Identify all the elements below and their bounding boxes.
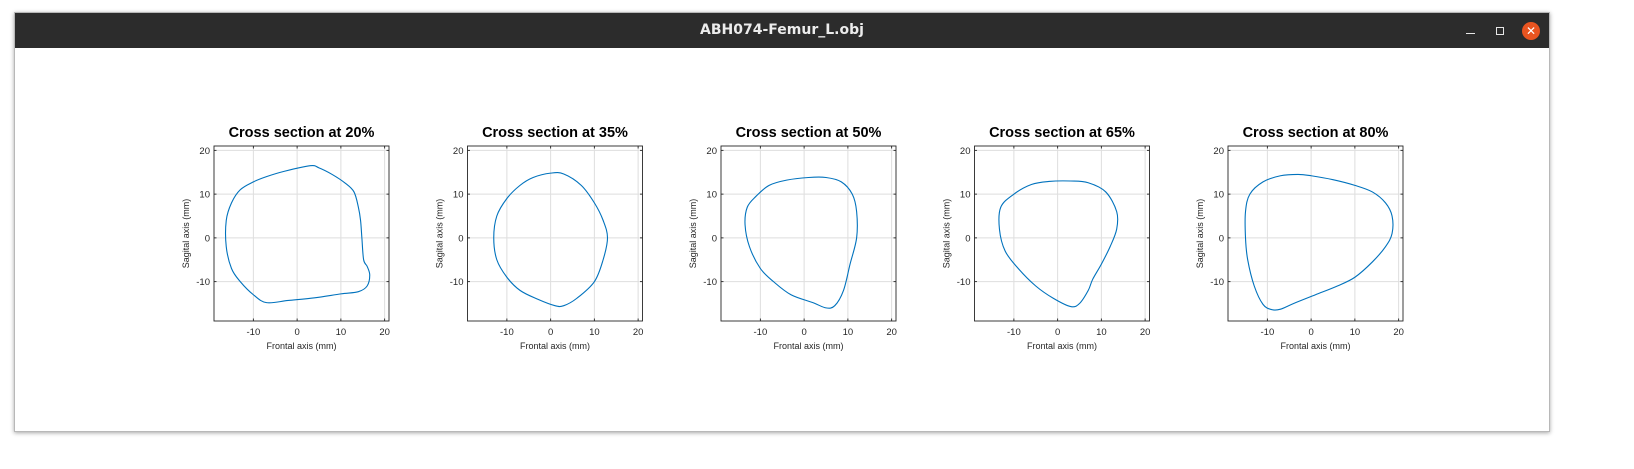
close-icon: ✕	[1522, 21, 1540, 40]
x-tick-label: 20	[633, 327, 644, 338]
x-tick-label: 20	[1393, 327, 1404, 338]
app-window: ABH074-Femur_L.obj ✕ Cross section at 20…	[14, 12, 1550, 432]
x-tick-label: -10	[1261, 327, 1275, 338]
x-axis-label: Frontal axis (mm)	[520, 341, 590, 351]
y-tick-label: 10	[960, 190, 971, 201]
chart-4: Cross section at 65% -10 0 10 20 -10 0 10 20 Fron…	[942, 125, 1151, 351]
title-bar[interactable]: ABH074-Femur_L.obj ✕	[15, 13, 1549, 48]
x-tick-label: 10	[843, 327, 854, 338]
x-tick-label: 0	[1055, 327, 1060, 338]
y-tick-label: 10	[453, 190, 464, 201]
chart-title: Cross section at 35%	[482, 125, 628, 141]
y-tick-label: 20	[199, 146, 210, 157]
chart-1: Cross section at 20% -10 0 10 20 -10 0 10 20 Fron…	[181, 125, 390, 351]
y-axis-label: Sagital axis (mm)	[181, 199, 191, 269]
y-tick-label: 20	[706, 146, 717, 157]
x-tick-label: 10	[589, 327, 600, 338]
x-tick-label: -10	[754, 327, 768, 338]
y-tick-label: 20	[960, 146, 971, 157]
y-axis-label: Sagital axis (mm)	[1195, 199, 1205, 269]
y-tick-label: -10	[1210, 277, 1224, 288]
chart-5: Cross section at 80% -10 0 10 20 -10 0 10 20 Fron…	[1195, 125, 1404, 351]
chart-title: Cross section at 50%	[736, 125, 882, 141]
x-tick-label: 0	[801, 327, 806, 338]
x-tick-label: 20	[886, 327, 897, 338]
x-tick-label: 20	[1140, 327, 1151, 338]
x-tick-label: 0	[1308, 327, 1313, 338]
y-axis-label: Sagital axis (mm)	[688, 199, 698, 269]
y-tick-label: 10	[1213, 190, 1224, 201]
x-tick-label: -10	[247, 327, 261, 338]
y-tick-label: 0	[458, 233, 463, 244]
y-tick-label: 10	[706, 190, 717, 201]
x-axis-label: Frontal axis (mm)	[773, 341, 843, 351]
axes-box	[467, 145, 643, 322]
y-tick-label: 0	[205, 233, 210, 244]
y-tick-label: 0	[965, 233, 970, 244]
y-tick-label: -10	[196, 277, 210, 288]
x-axis-label: Frontal axis (mm)	[1280, 341, 1350, 351]
x-tick-label: 0	[548, 327, 553, 338]
y-axis-label: Sagital axis (mm)	[435, 199, 445, 269]
x-tick-label: 10	[1350, 327, 1361, 338]
y-axis-label: Sagital axis (mm)	[942, 199, 952, 269]
figure-svg: Cross section at 20% -10 0 10 20 -10 0 10 20 Fron…	[181, 125, 1404, 351]
axes-box	[1227, 145, 1404, 322]
y-tick-label: 10	[199, 190, 210, 201]
chart-title: Cross section at 20%	[229, 125, 375, 141]
maximize-button[interactable]	[1488, 13, 1512, 48]
maximize-icon	[1496, 26, 1504, 35]
cross-section-curve	[225, 165, 371, 304]
y-tick-label: 0	[1219, 233, 1224, 244]
close-button[interactable]: ✕	[1519, 13, 1543, 48]
x-tick-label: 0	[294, 327, 299, 338]
axes-box	[213, 145, 390, 322]
cross-section-curve	[744, 176, 858, 309]
x-tick-label: 20	[379, 327, 390, 338]
y-tick-label: 20	[453, 146, 464, 157]
figure-canvas: Cross section at 20% -10 0 10 20 -10 0 10 20 Fron…	[15, 48, 1549, 431]
x-tick-label: 10	[1096, 327, 1107, 338]
axes-box	[974, 145, 1150, 322]
chart-title: Cross section at 65%	[989, 125, 1135, 141]
chart-title: Cross section at 80%	[1243, 125, 1389, 141]
chart-3: Cross section at 50% -10 0 10 20 -10 0 10 20 Fron…	[688, 125, 897, 351]
cross-section-curve	[998, 180, 1119, 308]
y-tick-label: -10	[957, 277, 971, 288]
window-title: ABH074-Femur_L.obj	[700, 22, 864, 38]
y-tick-label: -10	[450, 277, 464, 288]
x-tick-label: -10	[1007, 327, 1021, 338]
y-tick-label: 0	[712, 233, 717, 244]
cross-section-curve	[493, 172, 609, 308]
chart-2: Cross section at 35% -10 0 10 20 -10 0 10 20 Fron…	[435, 125, 644, 351]
minimize-icon	[1465, 32, 1475, 35]
x-tick-label: -10	[500, 327, 514, 338]
x-axis-label: Frontal axis (mm)	[1027, 341, 1097, 351]
x-tick-label: 10	[336, 327, 347, 338]
y-tick-label: 20	[1213, 146, 1224, 157]
x-axis-label: Frontal axis (mm)	[266, 341, 336, 351]
y-tick-label: -10	[703, 277, 717, 288]
axes-box	[720, 145, 897, 322]
cross-section-curve	[1244, 173, 1394, 311]
minimize-button[interactable]	[1458, 13, 1482, 48]
